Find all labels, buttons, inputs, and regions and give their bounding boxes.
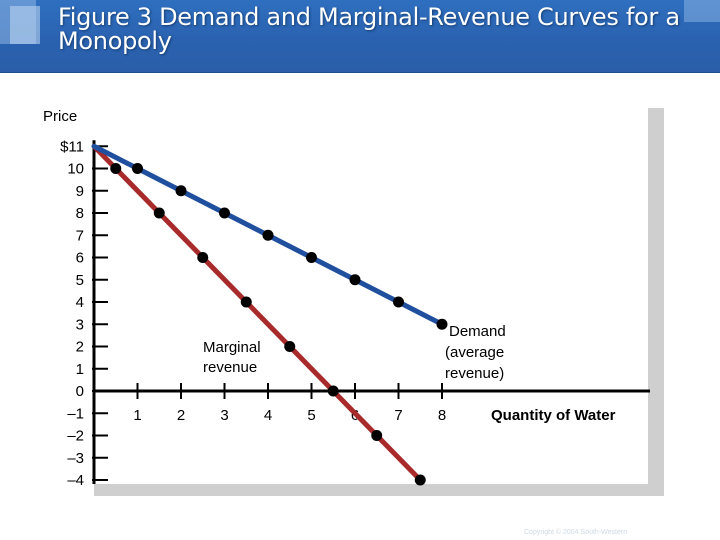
y-tick-label: 6 bbox=[76, 250, 84, 267]
y-tick-label: 4 bbox=[76, 294, 84, 311]
demand-annotation-line: (average bbox=[445, 344, 504, 361]
demand-curve-point bbox=[436, 318, 448, 330]
x-axis-label: Quantity of Water bbox=[491, 407, 616, 424]
marginal-revenue-curve-point bbox=[110, 163, 122, 174]
y-tick-label: 0 bbox=[76, 383, 84, 400]
demand-annotation-line: Demand bbox=[449, 323, 506, 340]
title-bar: Figure 3 Demand and Marginal-Revenue Cur… bbox=[0, 0, 720, 73]
title-decoration bbox=[10, 6, 40, 44]
demand-curve-point bbox=[132, 163, 143, 174]
marginal-revenue-curve-point bbox=[414, 474, 426, 486]
marginal-revenue-curve-point bbox=[284, 341, 296, 352]
demand-curve-point bbox=[262, 229, 274, 241]
demand-curve-point bbox=[175, 185, 187, 197]
marginal-revenue-curve-point bbox=[197, 252, 209, 263]
x-tick-label: 1 bbox=[133, 407, 141, 424]
y-tick-label: $11 bbox=[60, 138, 84, 155]
x-tick-label: 4 bbox=[264, 407, 272, 424]
demand-curve-point bbox=[306, 252, 317, 263]
x-tick-label: 5 bbox=[307, 407, 315, 424]
marginal-revenue-curve-point bbox=[240, 296, 252, 308]
marginal-revenue-annotation-line: revenue bbox=[203, 359, 257, 376]
y-axis-label: Price bbox=[43, 108, 77, 125]
marginal-revenue-curve-point bbox=[371, 430, 383, 441]
y-tick-label: 8 bbox=[76, 205, 84, 222]
marginal-revenue-curve-point bbox=[153, 207, 165, 219]
x-tick-label: 3 bbox=[220, 407, 228, 424]
x-tick-label: 2 bbox=[177, 407, 185, 424]
y-tick-label: 3 bbox=[76, 316, 84, 333]
y-tick-label: –3 bbox=[67, 450, 84, 467]
x-tick-label: 8 bbox=[438, 407, 446, 424]
copyright-text: Copyright © 2004 South-Western bbox=[524, 529, 628, 536]
title-decoration bbox=[684, 0, 720, 22]
y-tick-label: –2 bbox=[67, 428, 84, 445]
x-tick-label: 7 bbox=[394, 407, 402, 424]
chart-panel bbox=[88, 102, 648, 484]
y-tick-label: –1 bbox=[67, 405, 84, 422]
y-tick-label: 9 bbox=[76, 183, 84, 200]
y-tick-label: 1 bbox=[76, 361, 84, 378]
series-layer bbox=[91, 143, 448, 486]
y-tick-label: 7 bbox=[76, 227, 84, 244]
demand-curve-point bbox=[219, 207, 230, 219]
demand-annotation-line: revenue) bbox=[445, 365, 504, 382]
y-tick-label: 2 bbox=[76, 339, 84, 356]
marginal-revenue-curve-point bbox=[327, 385, 339, 397]
y-tick-label: 5 bbox=[76, 272, 84, 289]
y-tick-label: –4 bbox=[67, 472, 84, 489]
y-tick-label: 10 bbox=[67, 161, 84, 178]
marginal-revenue-curve bbox=[91, 143, 423, 483]
annotation-layer: Demand (average revenue) Marginal revenue bbox=[203, 323, 506, 382]
demand-curve-point bbox=[393, 296, 404, 308]
demand-curve-point bbox=[349, 274, 361, 286]
marginal-revenue-annotation-line: Marginal bbox=[203, 339, 261, 356]
slide-title: Figure 3 Demand and Marginal-Revenue Cur… bbox=[58, 3, 680, 55]
